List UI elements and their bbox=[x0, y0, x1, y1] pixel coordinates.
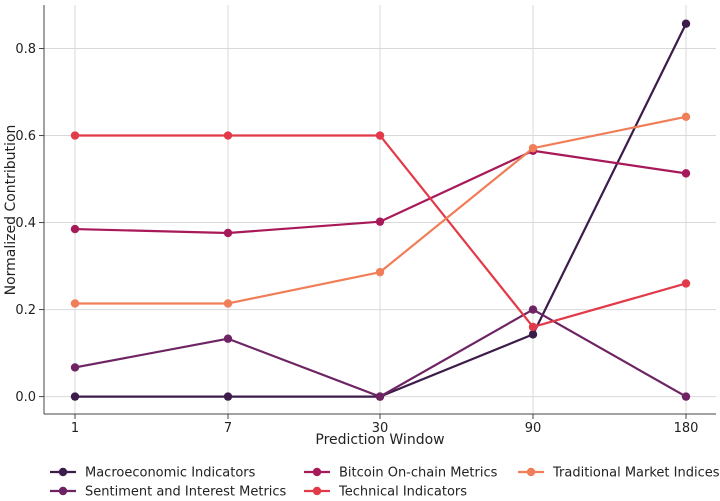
data-point bbox=[375, 131, 385, 140]
legend-label: Sentiment and Interest Metrics bbox=[85, 485, 287, 500]
x-tick-label: 30 bbox=[372, 421, 389, 436]
series-3 bbox=[70, 131, 691, 332]
data-point bbox=[528, 305, 538, 314]
data-point bbox=[70, 131, 80, 140]
y-tick-label: 0.4 bbox=[15, 216, 36, 231]
legend-label: Bitcoin On-chain Metrics bbox=[339, 466, 498, 481]
legend: Macroeconomic Indicators Sentiment and In… bbox=[50, 466, 720, 500]
data-point bbox=[70, 363, 80, 372]
series-1 bbox=[70, 305, 691, 401]
data-point bbox=[70, 224, 80, 234]
y-tick-label: 0.6 bbox=[15, 129, 36, 144]
x-axis-title: Prediction Window bbox=[315, 432, 444, 448]
legend-swatch-marker bbox=[58, 486, 68, 496]
legend-swatch-marker bbox=[58, 467, 68, 477]
data-point bbox=[681, 169, 691, 178]
series-4 bbox=[70, 112, 691, 308]
data-point bbox=[375, 392, 385, 401]
series-2 bbox=[70, 146, 691, 238]
data-point bbox=[375, 267, 385, 277]
data-point bbox=[681, 392, 691, 401]
legend-item: Technical Indicators bbox=[304, 485, 467, 500]
legend-swatch-marker bbox=[526, 467, 536, 477]
legend-swatch-marker bbox=[312, 467, 322, 477]
x-tick-label: 180 bbox=[674, 421, 699, 436]
legend-item: Sentiment and Interest Metrics bbox=[50, 485, 287, 500]
data-point bbox=[375, 217, 385, 226]
data-point bbox=[681, 19, 691, 28]
legend-item: Bitcoin On-chain Metrics bbox=[304, 466, 498, 481]
x-tick-label: 7 bbox=[224, 421, 232, 436]
x-tick-label: 1 bbox=[71, 421, 79, 436]
data-point bbox=[681, 279, 691, 288]
x-tick-label: 90 bbox=[525, 421, 542, 436]
data-point bbox=[223, 334, 233, 343]
data-point bbox=[223, 299, 233, 308]
legend-label: Traditional Market Indices bbox=[552, 466, 720, 481]
data-point bbox=[528, 330, 538, 339]
data-point bbox=[528, 322, 538, 332]
y-tick-label: 0.0 bbox=[15, 390, 36, 405]
data-point bbox=[223, 228, 233, 238]
y-tick-label: 0.2 bbox=[15, 303, 36, 318]
y-tick-label: 0.8 bbox=[15, 42, 36, 57]
data-point bbox=[528, 143, 538, 153]
series-layer bbox=[70, 19, 691, 401]
y-axis-title: Normalized Contribution bbox=[3, 125, 19, 296]
legend-swatch-marker bbox=[312, 486, 322, 496]
data-point bbox=[223, 131, 233, 140]
legend-label: Macroeconomic Indicators bbox=[85, 466, 256, 481]
data-point bbox=[70, 392, 80, 401]
legend-item: Macroeconomic Indicators bbox=[50, 466, 256, 481]
data-point bbox=[223, 392, 233, 401]
ticks: 0.0 0.2 0.4 0.6 0.8 1 7 30 90 180 bbox=[15, 42, 698, 436]
grid bbox=[44, 5, 716, 414]
legend-label: Technical Indicators bbox=[338, 485, 467, 500]
legend-item: Traditional Market Indices bbox=[518, 466, 720, 481]
data-point bbox=[681, 112, 691, 122]
data-point bbox=[70, 299, 80, 308]
